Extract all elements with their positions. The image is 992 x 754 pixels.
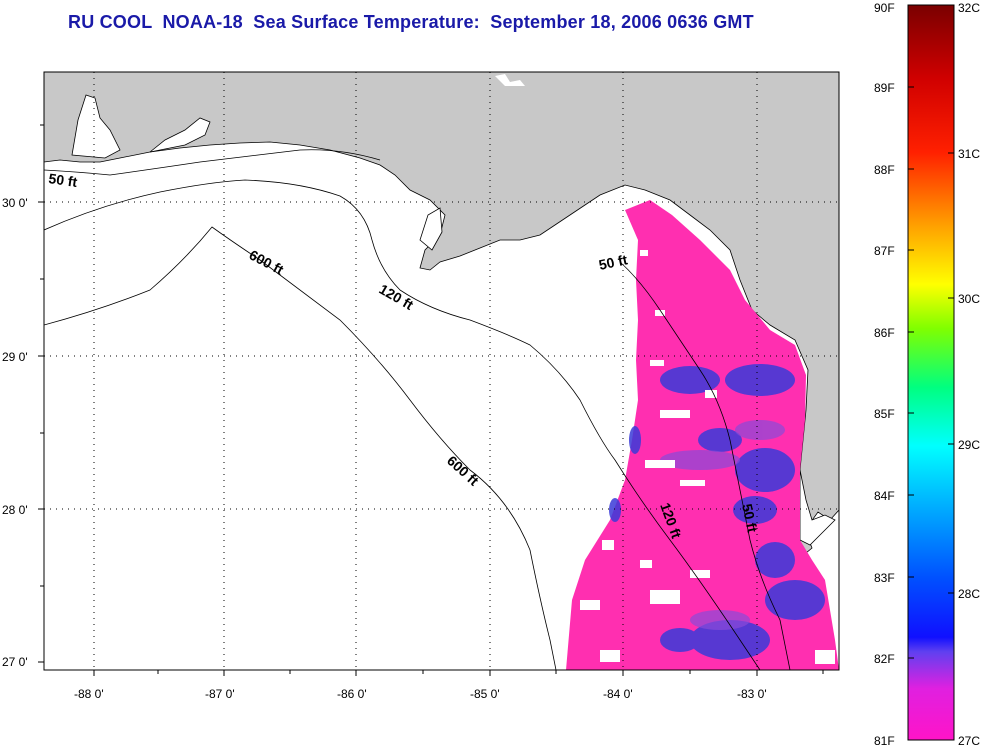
- map-frame: [43, 71, 840, 671]
- bay-pensacola: [71, 94, 121, 159]
- colorbar-f-label: 89F: [874, 81, 895, 95]
- colorbar-c-label: 31C: [958, 147, 980, 161]
- map-ticks: [38, 124, 824, 676]
- bay-stjoe: [419, 207, 443, 251]
- colorbar-f-label: 85F: [874, 407, 895, 421]
- lon-label: -83 0': [737, 687, 767, 701]
- contour-120ft: [44, 179, 761, 670]
- lat-label: 28 0': [2, 503, 28, 517]
- map-graticule: [44, 72, 839, 670]
- lon-label: -84 0': [603, 687, 633, 701]
- sst-cool-patches: [609, 364, 825, 660]
- lat-label: 27 0': [2, 655, 28, 669]
- colorbar-f-label: 88F: [874, 163, 895, 177]
- contour-label: 50 ft: [597, 251, 629, 273]
- contour-50ft-east: [619, 261, 791, 670]
- colorbar-f-label: 90F: [874, 1, 895, 15]
- colorbar-c-label: 30C: [958, 292, 980, 306]
- colorbar-c-label: 28C: [958, 587, 980, 601]
- colorbar-f-label: 84F: [874, 489, 895, 503]
- lat-label: 30 0': [2, 196, 28, 210]
- contour-label: 50 ft: [739, 502, 761, 534]
- colorbar-f-label: 87F: [874, 244, 895, 258]
- colorbar-c-label: 32C: [958, 1, 980, 15]
- colorbar: [907, 4, 955, 741]
- lon-label: -85 0': [470, 687, 500, 701]
- sst-gaps: [580, 250, 835, 664]
- lon-label: -86 0': [337, 687, 367, 701]
- small-island: [495, 74, 525, 86]
- contour-label: 50 ft: [48, 170, 79, 190]
- colorbar-ticks: [908, 86, 954, 659]
- colorbar-f-label: 82F: [874, 652, 895, 666]
- colorbar-f-label: 81F: [874, 734, 895, 748]
- sst-violet-patches: [660, 420, 785, 630]
- lon-label: -88 0': [74, 687, 104, 701]
- bay-choctawhatchee: [149, 117, 211, 153]
- lon-label: -87 0': [205, 687, 235, 701]
- map-title: RU COOL NOAA-18 Sea Surface Temperature:…: [68, 12, 754, 32]
- colorbar-c-label: 27C: [958, 734, 980, 748]
- colorbar-f-label: 86F: [874, 326, 895, 340]
- tampa-bay: [799, 469, 836, 546]
- contour-50ft-west: [44, 149, 381, 176]
- lat-label: 29 0': [2, 350, 28, 364]
- contour-600ft: [44, 226, 557, 670]
- colorbar-c-label: 29C: [958, 438, 980, 452]
- colorbar-f-label: 83F: [874, 571, 895, 585]
